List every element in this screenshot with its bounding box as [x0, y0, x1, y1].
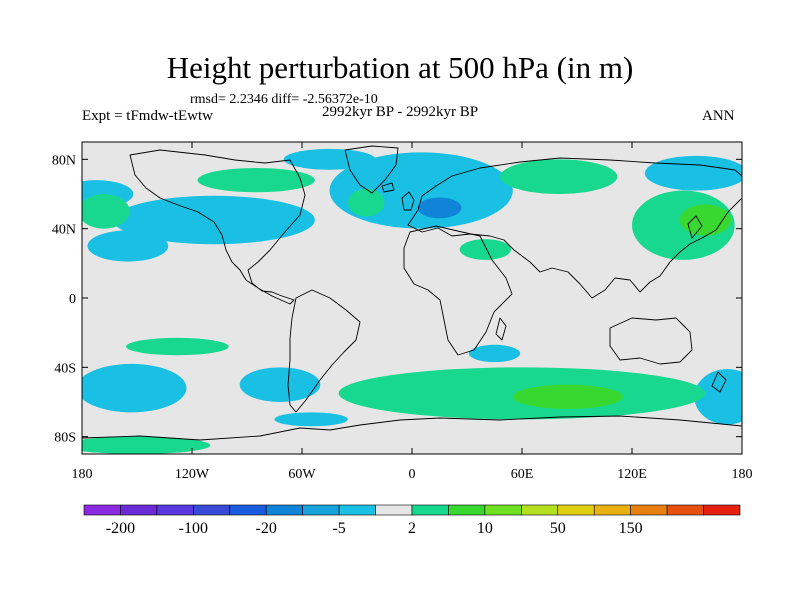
colorbar-label-1: -100 [179, 520, 208, 537]
contour-region-16 [459, 239, 512, 260]
x-tick-label-1: 120W [175, 467, 210, 482]
coastline-new-zealand [711, 371, 727, 393]
colorbar-label-0: -200 [106, 520, 135, 537]
colorbar-swatch-8 [375, 504, 413, 516]
coastline-south-america [287, 289, 361, 413]
x-tick-label-0: 180 [72, 467, 93, 482]
contour-region-20 [82, 436, 211, 454]
rmsd-diff-label: rmsd= 2.2346 diff= -2.56372e-10 [190, 92, 378, 107]
coastline-eurasia [407, 157, 742, 299]
colorbar-swatch-0 [83, 504, 121, 516]
coastline-iceland [381, 182, 395, 193]
y-tick-label-0: 80N [52, 153, 76, 168]
contour-region-10 [274, 412, 348, 427]
colorbar-swatch-1 [120, 504, 158, 516]
colorbar-label-2: -20 [256, 520, 277, 537]
coastline-antarctica [82, 415, 742, 441]
contour-region-21 [679, 204, 731, 236]
x-tick-label-6: 180 [732, 467, 753, 482]
colorbar-swatch-2 [156, 504, 194, 516]
contour-region-11 [417, 197, 462, 219]
colorbar-swatch-6 [302, 504, 340, 516]
colorbar-swatch-5 [265, 504, 303, 516]
contour-region-22 [512, 384, 623, 409]
colorbar-swatch-15 [630, 504, 668, 516]
experiment-label: Expt = tFmdw-tEwtw [82, 108, 213, 124]
coastlines [82, 145, 742, 441]
contour-region-18 [126, 337, 229, 356]
colorbar-swatch-13 [557, 504, 595, 516]
coastline-africa [403, 225, 513, 356]
colorbar-swatch-14 [593, 504, 631, 516]
contour-region-14 [347, 188, 385, 217]
colorbar-swatch-12 [521, 504, 559, 516]
y-tick-label-2: 0 [69, 292, 76, 307]
colorbar-swatch-3 [193, 504, 231, 516]
colorbar-label-6: 50 [550, 520, 566, 537]
colorbar-swatch-10 [448, 504, 486, 516]
contour-region-13 [197, 168, 315, 193]
x-tick-label-2: 60W [288, 467, 316, 482]
season-label: ANN [702, 108, 735, 124]
coastline-madagascar [495, 317, 507, 341]
period-label: 2992kyr BP - 2992kyr BP [322, 104, 479, 120]
colorbar-swatch-17 [703, 504, 741, 516]
colorbar-label-7: 150 [619, 520, 643, 537]
x-tick-label-4: 60E [511, 467, 534, 482]
colorbar-label-5: 10 [477, 520, 493, 537]
contour-regions [82, 148, 742, 454]
x-tick-label-5: 120E [617, 467, 647, 482]
y-tick-label-4: 80S [54, 431, 76, 446]
colorbar-swatch-7 [338, 504, 376, 516]
colorbar-swatch-4 [229, 504, 267, 516]
colorbar-swatch-9 [411, 504, 449, 516]
contour-region-0 [644, 155, 742, 191]
contour-region-6 [468, 344, 521, 363]
x-axis: 180 120W 60W 0 60E 120E 180 [72, 142, 753, 482]
contour-region-2 [113, 195, 315, 245]
y-axis: 80N 40N 0 40S 80S [52, 153, 742, 446]
coastline-japan [687, 215, 703, 239]
coastline-north-america [129, 149, 306, 305]
contour-region-5 [329, 152, 513, 229]
contour-region-8 [239, 367, 321, 402]
colorbar-swatch-11 [484, 504, 522, 516]
coastline-greenland [344, 145, 399, 194]
colorbar-label-3: -5 [332, 520, 345, 537]
contour-region-3 [283, 148, 376, 170]
contour-region-4 [87, 230, 169, 262]
coastline-australia [609, 317, 693, 365]
y-tick-label-1: 40N [52, 223, 76, 238]
y-tick-label-3: 40S [54, 361, 76, 376]
colorbar-label-4: 2 [408, 520, 416, 537]
colorbar-swatch-16 [666, 504, 704, 516]
chart-title: Height perturbation at 500 hPa (in m) [166, 50, 634, 85]
colorbar: -200 -100 -20 -5 2 10 50 150 [83, 504, 741, 537]
coastline-uk [401, 191, 415, 211]
x-tick-label-3: 0 [409, 467, 416, 482]
contour-region-9 [694, 369, 742, 425]
contour-region-15 [500, 159, 618, 195]
contour-region-7 [82, 363, 187, 413]
contour-region-12 [82, 194, 130, 229]
